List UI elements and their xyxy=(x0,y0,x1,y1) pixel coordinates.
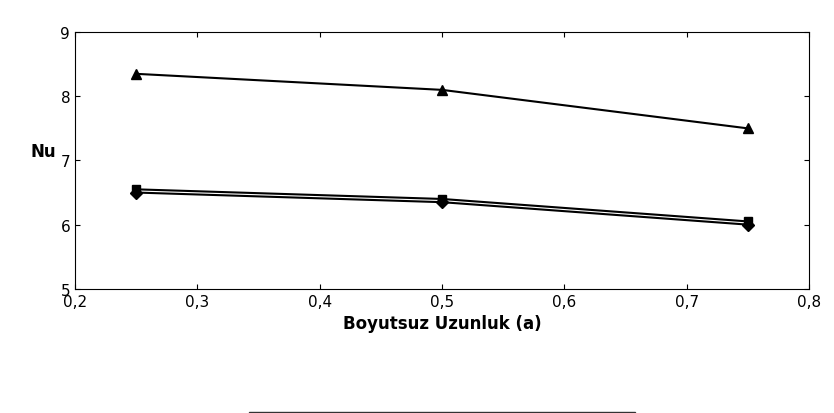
X-axis label: Boyutsuz Uzunluk (a): Boyutsuz Uzunluk (a) xyxy=(343,314,541,332)
Legend: Ra=10E3, Ra=10E4, Ra=10E5: Ra=10E3, Ra=10E4, Ra=10E5 xyxy=(249,412,636,413)
Y-axis label: Nu: Nu xyxy=(31,143,57,161)
